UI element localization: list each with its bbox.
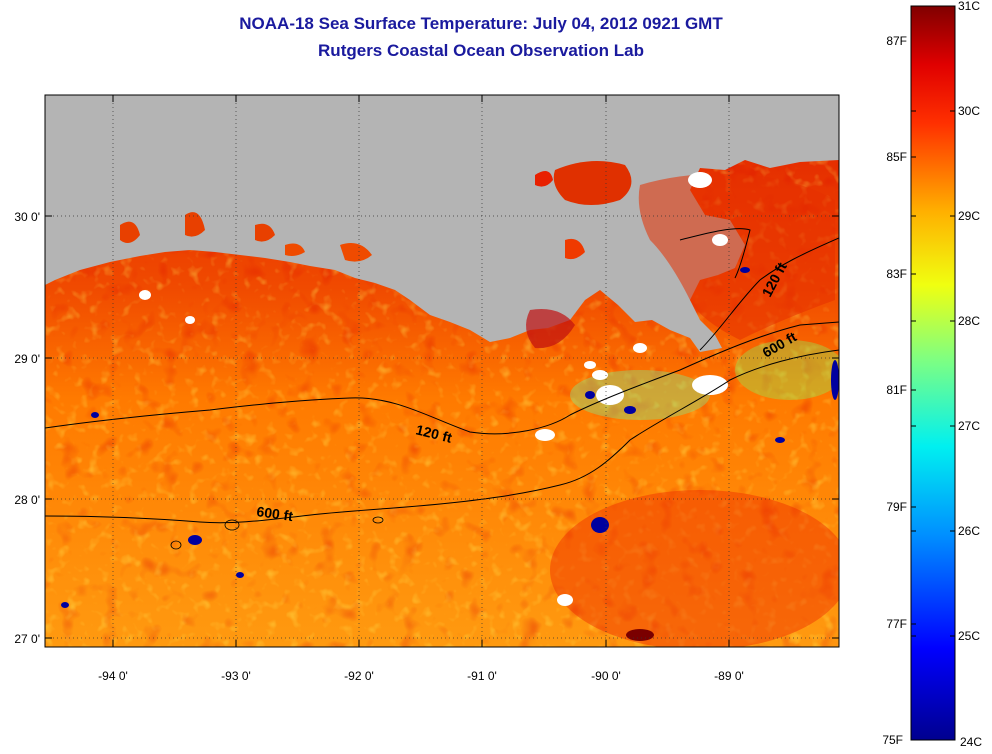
colorbar-label-f: 79F: [886, 500, 907, 514]
x-tick-label: -94 0': [98, 669, 128, 683]
x-tick-label: -91 0': [467, 669, 497, 683]
contour-delta-shelf: [679, 228, 751, 279]
colorbar-label-c: 30C: [958, 104, 980, 118]
lake-patch: [565, 238, 585, 260]
cool-plume: [570, 370, 710, 420]
contour-loop: [372, 516, 384, 524]
map-subtitle: Rutgers Coastal Ocean Observation Lab: [318, 41, 644, 60]
colorbar: [910, 5, 956, 741]
x-tick-label: -90 0': [591, 669, 621, 683]
island-lake-warm: [553, 161, 632, 205]
colorbar-label-f: 81F: [886, 383, 907, 397]
contour-loop: [224, 519, 240, 531]
y-tick-label: 29 0': [14, 352, 40, 366]
lake-patch: [340, 242, 372, 262]
map-gridlines: [45, 95, 839, 647]
warm-eddy: [550, 490, 839, 647]
lake-patch: [120, 221, 140, 244]
contour-label-600ft: 600 ft: [256, 503, 295, 524]
map-title: NOAA-18 Sea Surface Temperature: July 04…: [239, 14, 723, 33]
hot-spot: [626, 629, 654, 641]
y-tick-label: 30 0': [14, 210, 40, 224]
map-panel: [45, 95, 839, 647]
x-tick-label: -89 0': [714, 669, 744, 683]
colorbar-label-c: 28C: [958, 314, 980, 328]
map-frame: [44, 94, 840, 648]
colorbar-label-c: 27C: [958, 419, 980, 433]
lake-patch: [255, 223, 275, 242]
y-tick-label: 27 0': [14, 632, 40, 646]
lake-patch: [535, 171, 553, 187]
colorbar-label-c: 24C: [960, 735, 982, 749]
delta-warm-region: [638, 173, 835, 340]
y-tick-label: 28 0': [14, 493, 40, 507]
colorbar-ticks: [911, 110, 955, 637]
cool-plume-east: [735, 340, 839, 400]
contour-120ft-east: [699, 237, 839, 351]
colorbar-label-c: 29C: [958, 209, 980, 223]
colorbar-label-c: 25C: [958, 629, 980, 643]
x-tick-label: -93 0': [221, 669, 251, 683]
colorbar-label-c: 31C: [958, 0, 980, 13]
axis-ticks: [45, 95, 839, 647]
dark-warm-patch: [526, 309, 575, 349]
colorbar-label-c: 26C: [958, 524, 980, 538]
contour-loop: [170, 540, 182, 550]
x-tick-label: -92 0': [344, 669, 374, 683]
colorbar-label-f: 85F: [886, 150, 907, 164]
contour-120ft: [45, 321, 839, 435]
lake-patch: [285, 243, 305, 256]
colorbar-label-f: 75F: [882, 733, 903, 747]
colorbar-label-f: 83F: [886, 267, 907, 281]
lake-patch: [185, 212, 205, 237]
cloud-mask-patches: [139, 172, 728, 606]
land-mass: [45, 95, 839, 352]
cold-anomaly-speckles: [61, 267, 839, 608]
colorbar-label-f: 77F: [886, 617, 907, 631]
colorbar-label-f: 87F: [886, 34, 907, 48]
